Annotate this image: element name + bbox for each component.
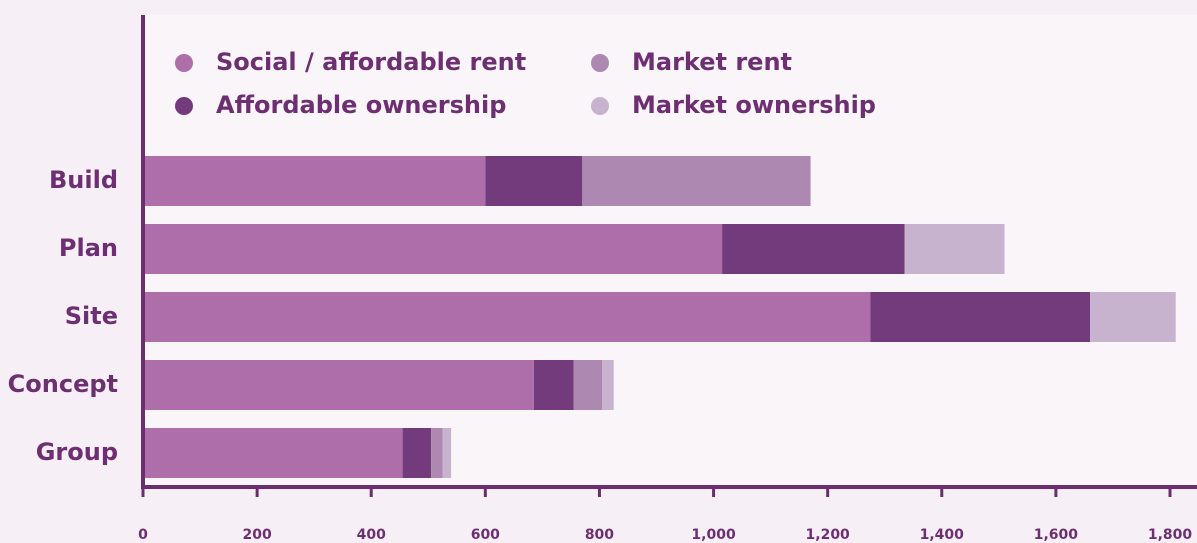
y-tick-label: Build — [49, 166, 118, 194]
bar-segment — [870, 292, 1091, 342]
bar-segment — [485, 156, 583, 206]
legend-label: Social / affordable rent — [216, 48, 526, 76]
x-tick-label: 1,600 — [1034, 527, 1079, 543]
bar-segment — [602, 360, 614, 410]
bar-segment — [402, 428, 432, 478]
bar-segment — [442, 428, 452, 478]
x-tick-label: 200 — [242, 527, 271, 543]
legend-label: Market ownership — [632, 91, 876, 119]
legend-swatch — [175, 97, 193, 115]
y-tick-label: Group — [36, 438, 118, 466]
legend-swatch — [591, 54, 609, 72]
legend-label: Affordable ownership — [216, 91, 506, 119]
legend-label: Market rent — [632, 48, 792, 76]
x-tick-label: 1,400 — [920, 527, 965, 543]
bar-segment — [533, 360, 574, 410]
legend-swatch — [175, 54, 193, 72]
x-tick-label: 1,800 — [1148, 527, 1193, 543]
y-tick-label: Site — [65, 302, 118, 330]
bar-segment — [904, 224, 1005, 274]
x-tick-label: 600 — [471, 527, 500, 543]
bar-segment — [1090, 292, 1176, 342]
x-tick-label: 1,200 — [806, 527, 851, 543]
bar-segment — [143, 428, 403, 478]
y-tick-label: Plan — [59, 234, 118, 262]
x-tick-label: 0 — [138, 527, 148, 543]
bar-segment — [143, 360, 534, 410]
legend-swatch — [591, 97, 609, 115]
bar-segment — [143, 224, 723, 274]
x-tick-label: 800 — [585, 527, 614, 543]
bar-segment — [582, 156, 811, 206]
x-tick-label: 400 — [357, 527, 386, 543]
bar-segment — [143, 292, 871, 342]
bar-segment — [573, 360, 603, 410]
bar-segment — [722, 224, 905, 274]
bar-segment — [431, 428, 443, 478]
x-tick-label: 1,000 — [691, 527, 736, 543]
y-tick-label: Concept — [8, 370, 118, 398]
bar-segment — [143, 156, 486, 206]
